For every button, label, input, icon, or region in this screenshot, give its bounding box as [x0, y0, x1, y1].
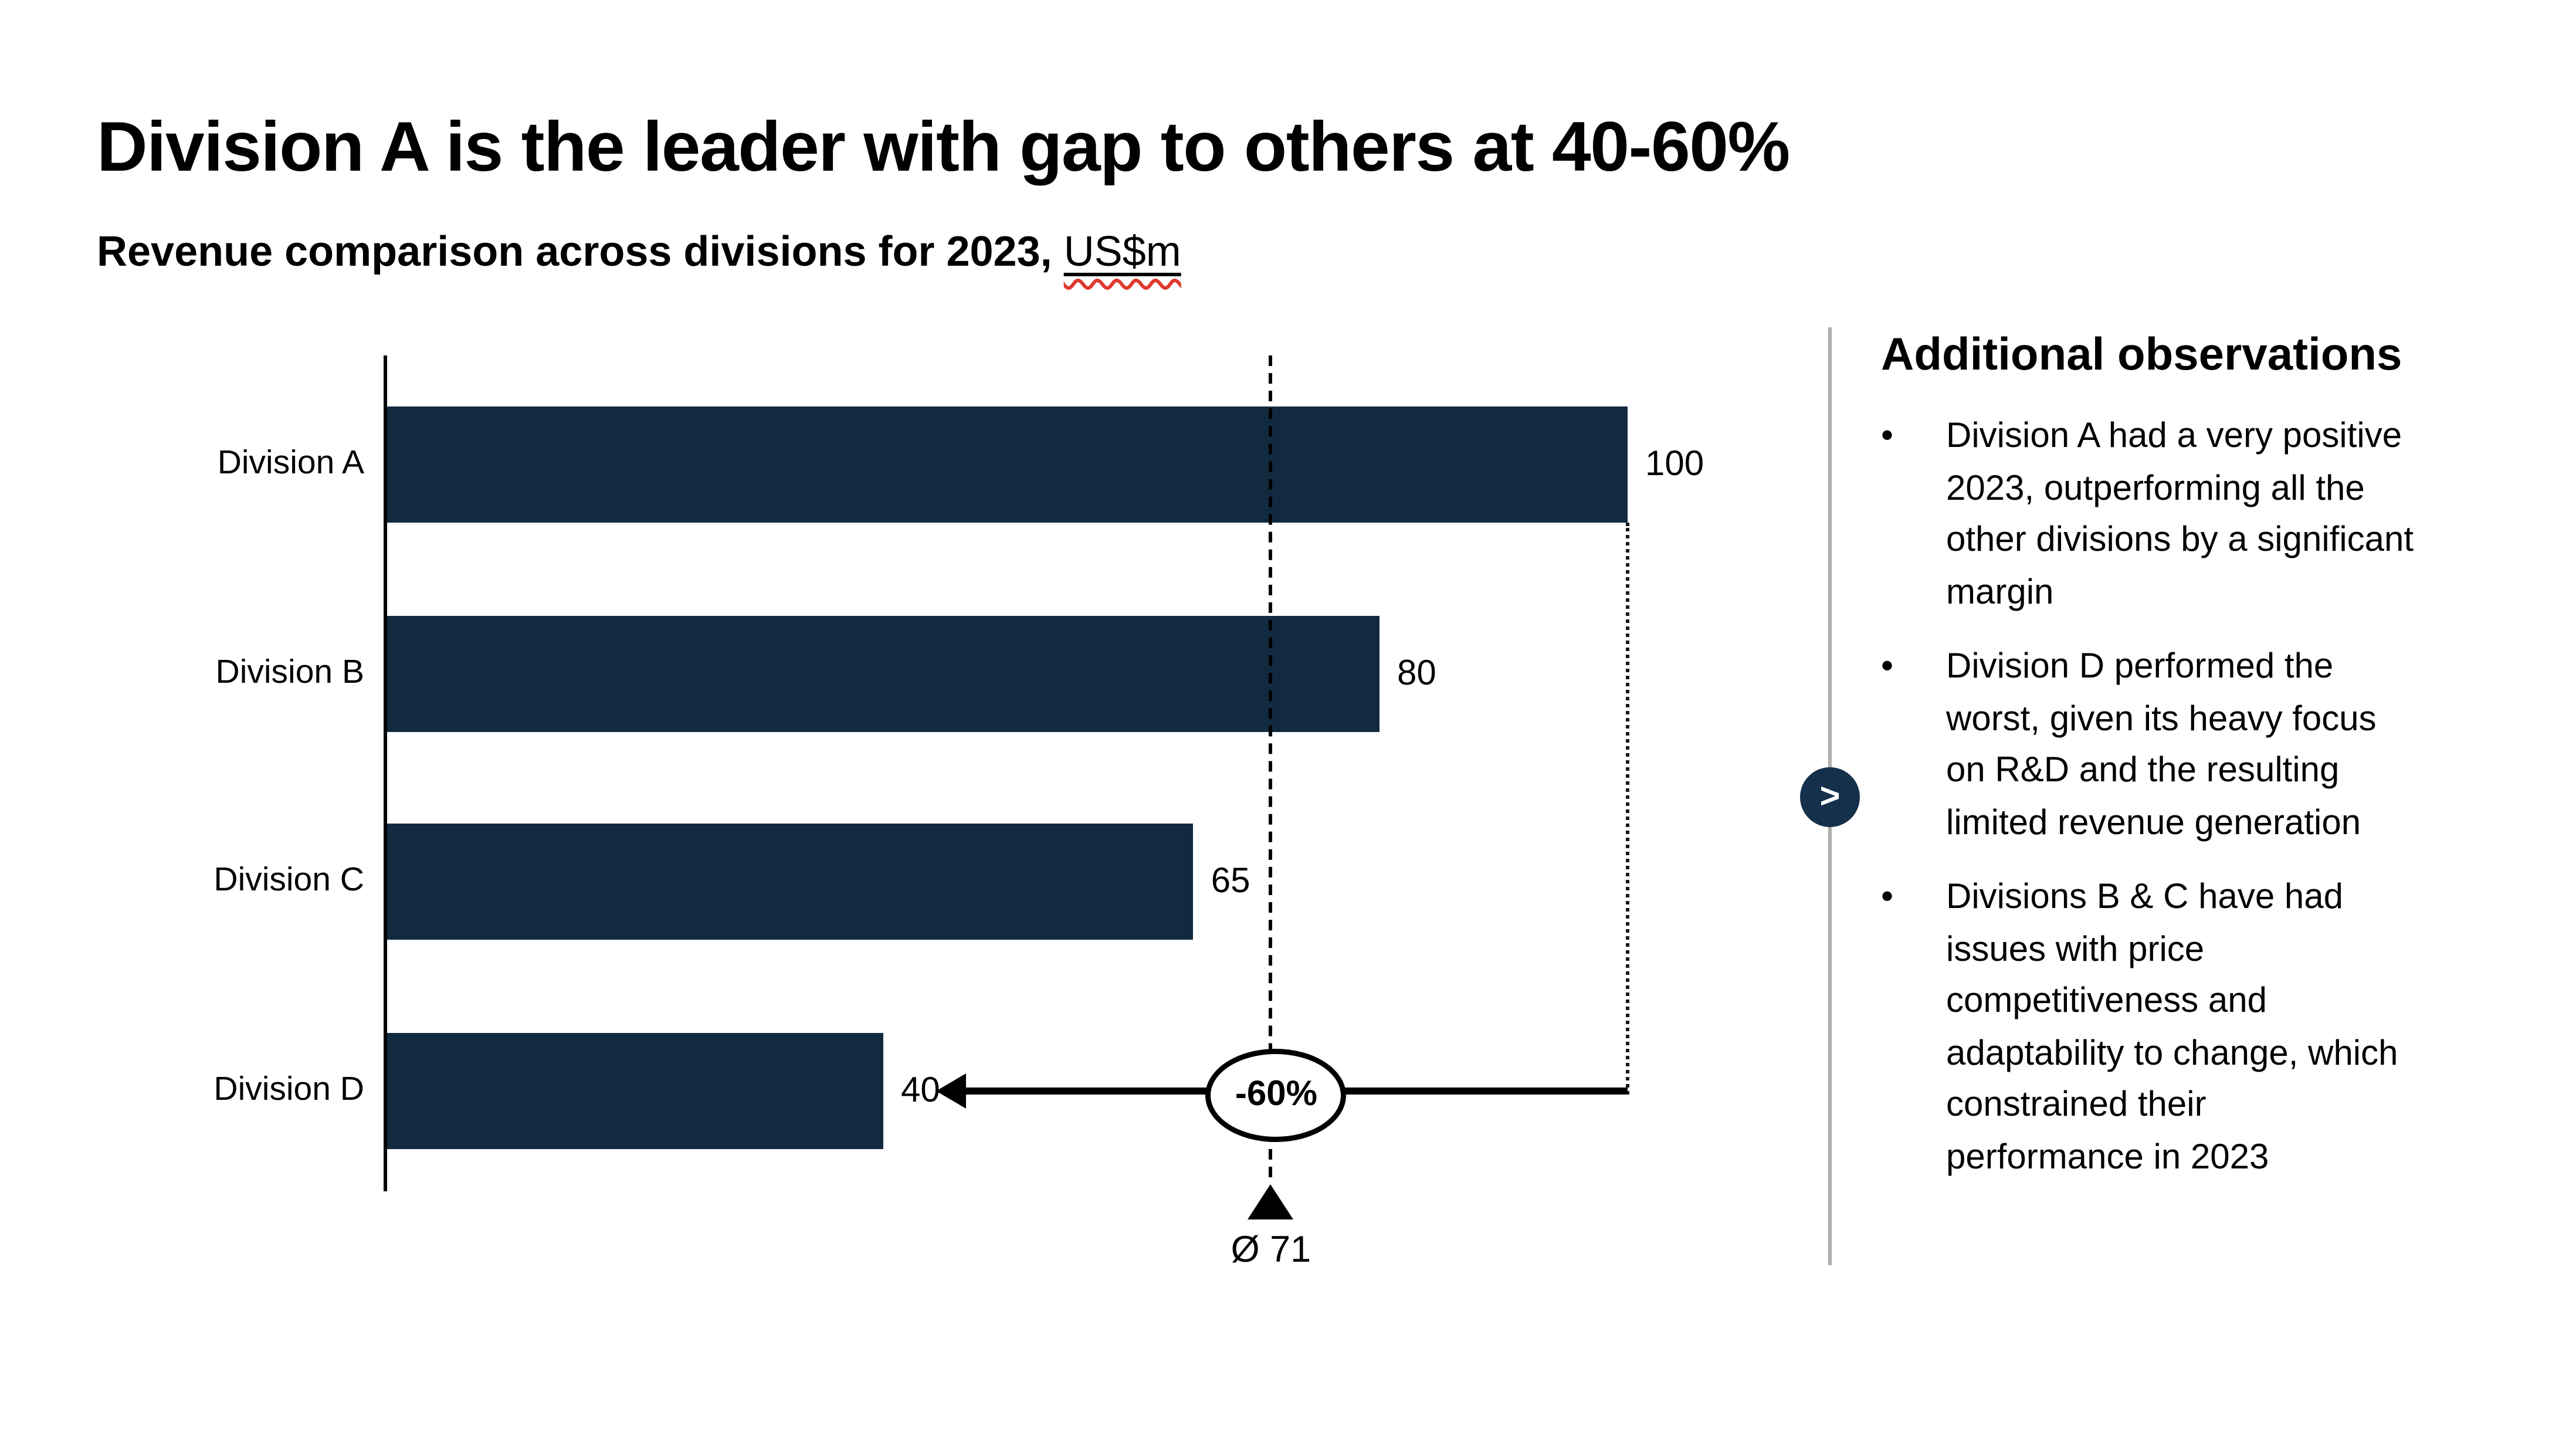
value-label: 40 [901, 1070, 940, 1110]
bar-chart: Division A 100 Division B 80 Division C 65 Div… [213, 355, 1704, 1271]
division-bar [387, 615, 1379, 731]
delta-badge: -60% [1205, 1049, 1347, 1142]
observations-list: • Division A had a very positive 2023, ou… [1881, 412, 2536, 1184]
chevron-button[interactable]: > [1800, 767, 1860, 827]
average-marker-icon [1248, 1184, 1294, 1219]
observations-heading: Additional observations [1881, 327, 2402, 380]
chart-subtitle-text: Revenue comparison across divisions for … [97, 229, 1052, 276]
category-label: Division A [217, 445, 364, 482]
unit-label: US$m [1064, 229, 1181, 276]
category-label: Division B [215, 653, 364, 691]
observation-bullet-item: • Divisions B & C have had issues with pr… [1881, 873, 2536, 1184]
division-bar [387, 406, 1628, 523]
observation-text: Divisions B & C have had issues with pri… [1946, 878, 2398, 1177]
bullet-marker: • [1881, 417, 1894, 456]
observation-bullet-item: • Division A had a very positive 2023, ou… [1881, 412, 2536, 619]
y-axis-line [384, 355, 387, 1191]
value-label: 65 [1211, 862, 1250, 901]
average-dashed-line [1269, 355, 1273, 1177]
delta-arrow-head-icon [936, 1072, 966, 1108]
unit-label-text: US$m [1063, 229, 1181, 276]
division-bar [387, 1032, 883, 1149]
bullet-marker: • [1881, 648, 1894, 686]
page-title: Division A is the leader with gap to oth… [97, 109, 1790, 187]
observation-text: Division D performed the worst, given it… [1946, 648, 2377, 842]
bullet-marker: • [1881, 878, 1894, 917]
chart-subtitle: Revenue comparison across divisions for … [97, 229, 1181, 278]
division-bar [387, 824, 1194, 940]
observation-text: Division A had a very positive 2023, out… [1946, 417, 2414, 612]
average-label: Ø 71 [1231, 1230, 1311, 1271]
category-label: Division C [213, 862, 364, 899]
value-label: 100 [1645, 445, 1704, 484]
reference-dotted-line [1626, 523, 1629, 1094]
category-label: Division D [213, 1070, 364, 1108]
chevron-right-icon: > [1819, 777, 1841, 816]
value-label: 80 [1397, 653, 1436, 693]
observation-bullet-item: • Division D performed the worst, given i… [1881, 642, 2536, 850]
